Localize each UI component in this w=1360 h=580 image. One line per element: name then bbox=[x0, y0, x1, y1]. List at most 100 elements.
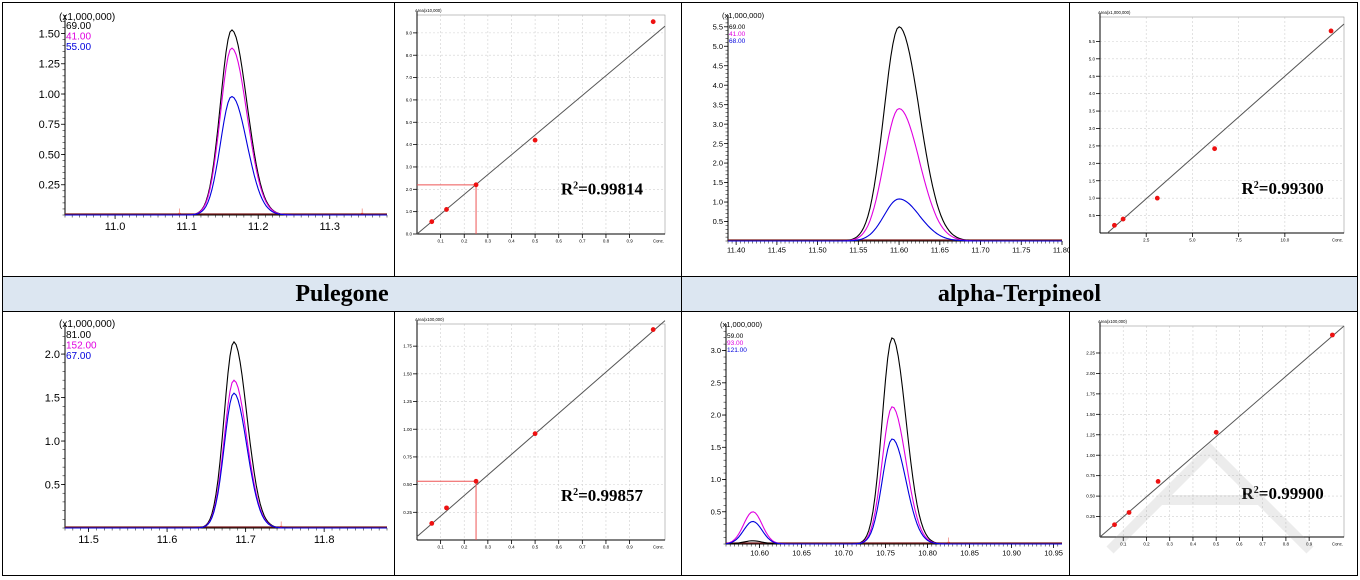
y-tick-label: 3.0 bbox=[406, 165, 413, 170]
data-point bbox=[532, 137, 538, 143]
x-tick-label: 0.5 bbox=[1213, 542, 1220, 547]
x-tick-label: 11.65 bbox=[931, 246, 949, 255]
x-tick-label: 0.7 bbox=[579, 239, 586, 244]
legend-entry: 41.00 bbox=[729, 31, 746, 38]
y-tick-label: 1.0 bbox=[406, 209, 413, 214]
panel-bottom-left-calibration: 0.1 0.2 0.3 0.4 0.5 0.6 0.7 0.8 0.9 0.25 0.50 0.75 1… bbox=[394, 311, 682, 576]
x-tick-label: 10.70 bbox=[834, 549, 853, 558]
calibration-plot: 0.1 0.2 0.3 0.4 0.5 0.6 0.7 0.8 0.9 0.25 0.50 0.75 1… bbox=[1086, 319, 1345, 547]
y-axis-label: Area(x100,000) bbox=[1098, 319, 1127, 324]
x-tick-label: 5.0 bbox=[1189, 238, 1196, 243]
data-point bbox=[444, 207, 449, 212]
y-tick-label: 0.50 bbox=[403, 482, 412, 487]
y-tick-label: 1.50 bbox=[39, 28, 60, 40]
x-tick-label: 0.9 bbox=[626, 545, 633, 550]
x-tick-label: 0.6 bbox=[556, 239, 563, 244]
y-tick-label: 1.00 bbox=[403, 427, 412, 432]
integration-marker: ↓ bbox=[177, 206, 182, 217]
series-trace bbox=[728, 26, 1062, 242]
x-tick-label: 0.3 bbox=[485, 239, 492, 244]
data-point bbox=[532, 431, 538, 437]
y-tick-label: 1.25 bbox=[39, 59, 60, 71]
x-tick-label: 10.75 bbox=[876, 549, 895, 558]
x-tick-label: 0.1 bbox=[437, 239, 444, 244]
panel-bottom-right-calibration: 0.1 0.2 0.3 0.4 0.5 0.6 0.7 0.8 0.9 0.25 0.50 0.75 1… bbox=[1069, 311, 1358, 576]
r-squared-label: R2=0.99857 bbox=[561, 486, 644, 505]
legend-entry: 55.00 bbox=[66, 42, 91, 53]
y-tick-label: 2.00 bbox=[1086, 371, 1095, 376]
y-axis-label: Area(x10,000) bbox=[415, 8, 442, 13]
series-trace bbox=[725, 438, 1062, 545]
panel-top-left-chromatogram: 11.0 11.1 11.2 11.3 0.25 0.50 0.75 1.00 1.25 1.50… bbox=[2, 2, 395, 277]
y-tick-label: 0.75 bbox=[403, 454, 412, 459]
data-point bbox=[1126, 510, 1132, 515]
r-squared-label: R2=0.99814 bbox=[561, 180, 644, 199]
data-point bbox=[1213, 429, 1219, 435]
y-tick-label: 2.0 bbox=[406, 187, 413, 192]
y-tick-label: 2.0 bbox=[1089, 161, 1096, 166]
y-tick-label: 5.0 bbox=[713, 42, 723, 51]
series-trace bbox=[65, 379, 387, 529]
plot-frame bbox=[1099, 16, 1345, 234]
y-tick-label: 2.25 bbox=[1086, 351, 1095, 356]
y-tick-label: 3.5 bbox=[1089, 109, 1096, 114]
legend-entry: 41.00 bbox=[66, 32, 91, 43]
x-tick-label: 0.8 bbox=[1283, 542, 1290, 547]
x-tick-label: 0.6 bbox=[1236, 542, 1243, 547]
integration-marker: ↓ bbox=[278, 519, 283, 530]
data-point bbox=[1120, 216, 1126, 222]
x-tick-label: 10.65 bbox=[792, 549, 811, 558]
y-tick-label: 0.5 bbox=[1089, 213, 1096, 218]
panel-bottom-right-chromatogram: 10.60 10.65 10.70 10.75 10.80 10.85 10.90 10.95… bbox=[681, 311, 1070, 576]
r-squared-label: R2=0.99900 bbox=[1242, 484, 1324, 503]
x-tick-label: 11.2 bbox=[248, 221, 269, 233]
x-tick-label: 11.75 bbox=[1012, 246, 1030, 255]
legend-entry: 93.00 bbox=[727, 340, 744, 347]
x-tick-label: 0.2 bbox=[461, 545, 468, 550]
x-tick-label: 0.2 bbox=[1143, 542, 1150, 547]
calibration-plot: 2.5 5.0 7.5 10.0 0.5 1.0 1.5 2.0 2.5 3.0 3.5 4.0 4.5… bbox=[1089, 10, 1345, 243]
y-tick-label: 3.5 bbox=[713, 100, 723, 109]
data-point bbox=[429, 520, 435, 526]
panel-top-right-chromatogram: 11.40 11.45 11.50 11.55 11.60 11.65 11.70 11.75… bbox=[681, 2, 1071, 277]
x-axis-label: Conc. bbox=[1332, 542, 1343, 547]
data-point bbox=[473, 478, 479, 484]
y-tick-label: 2.5 bbox=[711, 378, 721, 387]
chromatogram-plot: 10.60 10.65 10.70 10.75 10.80 10.85 10.90 10.95… bbox=[711, 320, 1063, 558]
y-tick-label: 2.5 bbox=[1089, 143, 1096, 148]
calibration-plot: 0.1 0.2 0.3 0.4 0.5 0.6 0.7 0.8 0.9 0.25 0.50 0.75 1… bbox=[403, 317, 666, 550]
x-tick-label: 7.5 bbox=[1236, 238, 1243, 243]
x-tick-label: 0.7 bbox=[1260, 542, 1267, 547]
data-point bbox=[650, 19, 656, 25]
legend-entry: 59.00 bbox=[727, 333, 744, 340]
y-tick-label: 1.0 bbox=[1089, 196, 1096, 201]
y-tick-label: 4.0 bbox=[406, 142, 413, 147]
y-tick-label: 0.25 bbox=[39, 180, 60, 192]
fit-line bbox=[416, 25, 666, 235]
x-tick-label: 2.5 bbox=[1143, 238, 1150, 243]
compound-label-right: alpha-Terpineol bbox=[681, 276, 1358, 312]
data-point bbox=[1329, 332, 1335, 338]
y-tick-label: 2.0 bbox=[45, 349, 60, 361]
data-point bbox=[429, 219, 435, 225]
fit-line bbox=[1107, 23, 1345, 234]
y-tick-label: 1.5 bbox=[1089, 178, 1096, 183]
x-tick-label: 0.8 bbox=[603, 545, 610, 550]
y-tick-label: 2.0 bbox=[713, 159, 723, 168]
x-tick-label: 0.4 bbox=[508, 239, 515, 244]
y-tick-label: 4.0 bbox=[1089, 91, 1096, 96]
x-tick-label: 11.80 bbox=[1053, 246, 1069, 255]
series-trace bbox=[65, 47, 387, 216]
y-tick-label: 3.0 bbox=[711, 346, 721, 355]
x-tick-label: 0.5 bbox=[532, 239, 539, 244]
panel-top-left-calibration: 0.1 0.2 0.3 0.4 0.5 0.6 0.7 0.8 0.9 0.0 1.0 2.0 3.0 4… bbox=[394, 2, 682, 277]
legend-entry: 121.00 bbox=[727, 347, 747, 354]
x-tick-label: 11.45 bbox=[768, 246, 786, 255]
x-tick-label: 11.7 bbox=[235, 534, 256, 546]
x-tick-label: 0.4 bbox=[1190, 542, 1197, 547]
y-tick-label: 8.0 bbox=[406, 53, 413, 58]
x-tick-label: 0.6 bbox=[556, 545, 563, 550]
y-tick-label: 1.75 bbox=[1086, 391, 1095, 396]
y-tick-label: 3.0 bbox=[713, 120, 723, 129]
